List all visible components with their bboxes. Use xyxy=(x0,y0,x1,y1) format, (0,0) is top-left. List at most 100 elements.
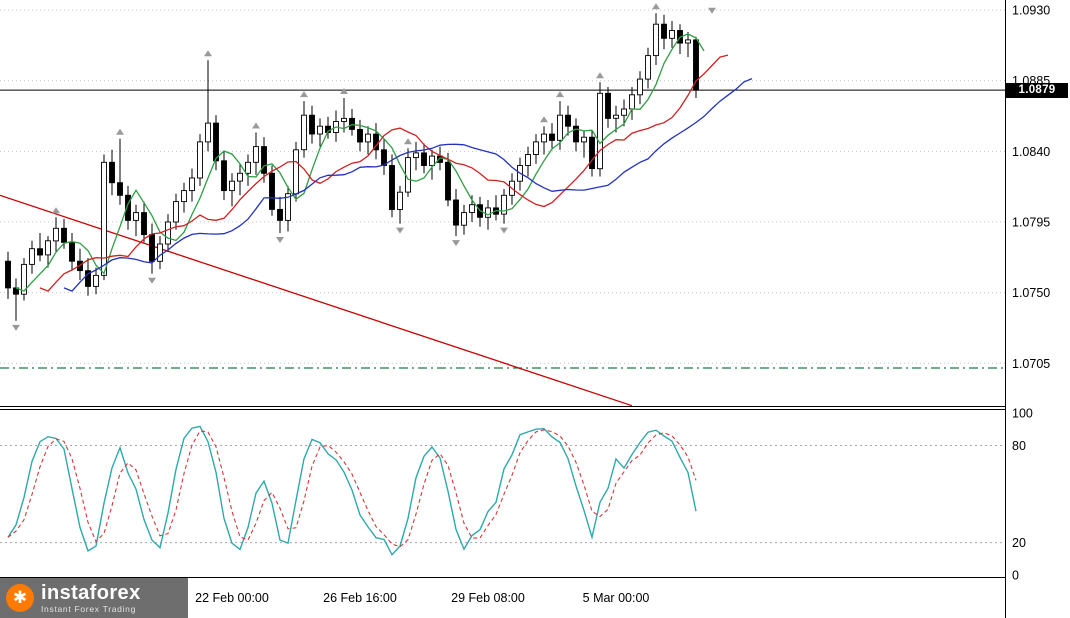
ma-fast-green-line xyxy=(15,33,705,292)
ma-mid-red-line xyxy=(39,54,729,292)
candle xyxy=(445,152,451,207)
time-axis-label: 22 Feb 00:00 xyxy=(195,591,269,605)
candle xyxy=(549,123,555,149)
time-axis-label: 5 Mar 00:00 xyxy=(583,591,650,605)
candle xyxy=(133,204,139,237)
candle xyxy=(661,14,667,50)
candle xyxy=(301,101,307,158)
candle xyxy=(397,185,403,224)
candle xyxy=(173,193,179,230)
candle xyxy=(429,149,435,180)
fractal-down-arrow xyxy=(276,236,284,243)
candle xyxy=(341,98,347,133)
candle xyxy=(45,236,51,268)
candle xyxy=(589,130,595,177)
fractal-up-arrow xyxy=(300,91,308,98)
candle xyxy=(37,233,43,262)
fractal-up-arrow xyxy=(652,3,660,10)
candle xyxy=(261,137,267,183)
candle xyxy=(157,236,163,270)
candle xyxy=(597,82,603,177)
candle xyxy=(645,47,651,89)
price-axis-label: 1.0930 xyxy=(1012,4,1050,18)
stoch-axis-label: 80 xyxy=(1012,439,1026,453)
fractal-down-arrow xyxy=(148,277,156,284)
candle xyxy=(29,240,35,274)
candle xyxy=(5,251,11,299)
candle xyxy=(629,87,635,120)
candle xyxy=(333,110,339,142)
candle xyxy=(189,168,195,202)
candle xyxy=(421,143,427,174)
fractal-down-arrow xyxy=(396,227,404,234)
candle xyxy=(285,185,291,232)
candle xyxy=(613,105,619,133)
logo-title: instaforex xyxy=(41,581,141,604)
candle xyxy=(541,126,547,155)
fractal-up-arrow xyxy=(204,50,212,57)
candle xyxy=(621,99,627,127)
candle xyxy=(565,105,571,136)
candle xyxy=(149,223,155,274)
stoch-axis-label: 0 xyxy=(1012,569,1019,583)
candle xyxy=(85,258,91,296)
candle xyxy=(685,32,691,58)
stochastic-d-line xyxy=(7,429,697,548)
candle xyxy=(389,154,395,218)
price-axis-label: 1.0705 xyxy=(1012,357,1050,371)
candle xyxy=(365,126,371,155)
candle xyxy=(197,134,203,186)
candle xyxy=(349,109,355,136)
candle xyxy=(181,182,187,213)
candle xyxy=(317,118,323,147)
instaforex-asterisk-icon: ✱ xyxy=(6,584,34,612)
candle xyxy=(277,196,283,233)
candle xyxy=(69,233,75,271)
ma-slow-blue-line xyxy=(63,77,753,292)
price-axis-label: 1.0795 xyxy=(1012,215,1050,229)
candle xyxy=(101,154,107,281)
candle xyxy=(493,195,499,221)
candle xyxy=(693,36,699,98)
price-axis-label: 1.0840 xyxy=(1012,145,1050,159)
fractal-down-arrow xyxy=(12,324,20,331)
fractal-up-arrow xyxy=(540,116,548,123)
candle xyxy=(213,115,219,171)
fractal-down-arrow xyxy=(500,227,508,234)
time-axis-label: 29 Feb 08:00 xyxy=(451,591,525,605)
candle xyxy=(117,138,123,205)
candle xyxy=(13,278,19,321)
fractal-up-arrow xyxy=(340,87,348,94)
fractal-up-arrow xyxy=(556,91,564,98)
candle xyxy=(637,71,643,105)
fractal-down-arrow xyxy=(708,7,716,14)
candle xyxy=(141,201,147,243)
fractal-up-arrow xyxy=(52,207,60,214)
candle xyxy=(501,189,507,224)
instaforex-logo: ✱ instaforex Instant Forex Trading xyxy=(0,578,188,618)
candle xyxy=(245,154,251,186)
candle xyxy=(109,149,115,196)
candle xyxy=(605,87,611,128)
candle xyxy=(93,267,99,295)
candle xyxy=(381,138,387,175)
fractal-up-arrow xyxy=(252,122,260,129)
candle xyxy=(573,118,579,152)
candle xyxy=(653,13,659,65)
candle xyxy=(53,217,59,252)
price-axis-label: 1.0750 xyxy=(1012,286,1050,300)
candle xyxy=(309,105,315,144)
candle xyxy=(461,204,467,235)
candle xyxy=(453,189,459,237)
current-price-badge: 1.0879 xyxy=(1006,83,1068,98)
candle xyxy=(125,185,131,230)
candle xyxy=(669,21,675,48)
candle xyxy=(21,258,27,301)
candle xyxy=(525,146,531,177)
candle xyxy=(221,151,227,200)
candle xyxy=(253,132,259,175)
candle xyxy=(205,60,211,152)
logo-texts: instaforex Instant Forex Trading xyxy=(41,583,141,614)
